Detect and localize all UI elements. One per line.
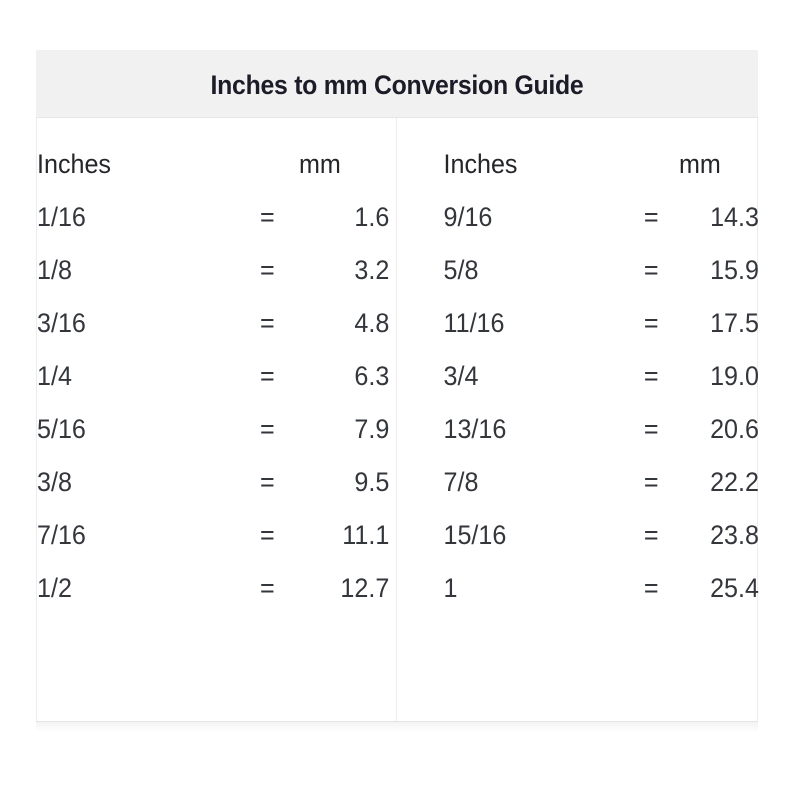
cell-inches: 11/16: [443, 308, 505, 338]
table-head-left: Inches mm: [37, 118, 396, 180]
table-head-right: Inches mm: [397, 118, 773, 180]
cell-equals: =: [643, 520, 659, 550]
title-band: Inches to mm Conversion Guide: [36, 50, 758, 118]
cell-mm: 1.6: [354, 202, 390, 232]
column-header-inches: Inches: [37, 149, 111, 179]
cell-equals: =: [643, 573, 659, 603]
table-row: 5/16 = 7.9: [37, 392, 396, 445]
cell-equals: =: [260, 361, 275, 391]
cell-mm: 25.4: [710, 573, 759, 603]
cell-equals: =: [643, 202, 659, 232]
table-row: 7/16 = 11.1: [37, 498, 396, 551]
card-bottom-shading: [36, 722, 758, 732]
cell-equals: =: [260, 202, 275, 232]
table-row: 3/16 = 4.8: [37, 286, 396, 339]
cell-inches: 1: [443, 573, 458, 603]
table-body-left: 1/16 = 1.6 1/8 = 3.2 3/16 = 4.8: [37, 180, 396, 604]
table-row: 15/16 = 23.8: [397, 498, 773, 551]
cell-inches: 5/8: [443, 255, 479, 285]
cell-inches: 1/16: [37, 202, 86, 232]
cell-mm: 15.9: [710, 255, 759, 285]
table-header-row: Inches mm: [37, 118, 396, 180]
cell-inches: 3/8: [37, 467, 72, 497]
table-row: 1/4 = 6.3: [37, 339, 396, 392]
cell-inches: 1/4: [37, 361, 72, 391]
cell-mm: 22.2: [710, 467, 759, 497]
cell-inches: 3/16: [37, 308, 86, 338]
column-header-mm: mm: [679, 149, 721, 179]
column-header-mm: mm: [298, 149, 341, 179]
cell-inches: 1/2: [37, 573, 72, 603]
conversion-tables-container: Inches mm 1/16 = 1.6 1/8 =: [36, 118, 759, 722]
table-row: 1/16 = 1.6: [37, 180, 396, 233]
cell-mm: 7.9: [354, 414, 390, 444]
cell-mm: 12.7: [340, 573, 390, 603]
conversion-column-left: Inches mm 1/16 = 1.6 1/8 =: [37, 118, 397, 721]
cell-mm: 3.2: [354, 255, 390, 285]
cell-equals: =: [260, 308, 275, 338]
table-header-row: Inches mm: [397, 118, 773, 180]
table-row: 1 = 25.4: [397, 551, 773, 604]
cell-equals: =: [260, 414, 275, 444]
column-header-equals: [627, 118, 675, 180]
page-title: Inches to mm Conversion Guide: [210, 70, 584, 100]
cell-equals: =: [260, 520, 275, 550]
cell-inches: 13/16: [443, 414, 507, 444]
cell-equals: =: [643, 361, 659, 391]
cell-equals: =: [643, 467, 659, 497]
table-row: 1/8 = 3.2: [37, 233, 396, 286]
cell-equals: =: [643, 414, 659, 444]
cell-inches: 3/4: [443, 361, 479, 391]
table-row: 13/16 = 20.6: [397, 392, 773, 445]
cell-inches: 7/8: [443, 467, 479, 497]
cell-mm: 9.5: [354, 467, 390, 497]
cell-mm: 19.0: [710, 361, 759, 391]
cell-inches: 1/8: [37, 255, 72, 285]
table-row: 11/16 = 17.5: [397, 286, 773, 339]
cell-inches: 7/16: [37, 520, 86, 550]
conversion-table-left: Inches mm 1/16 = 1.6 1/8 =: [37, 118, 396, 604]
cell-inches: 5/16: [37, 414, 86, 444]
cell-equals: =: [643, 308, 659, 338]
cell-mm: 14.3: [710, 202, 759, 232]
cell-inches: 9/16: [443, 202, 493, 232]
cell-mm: 23.8: [710, 520, 759, 550]
table-row: 1/2 = 12.7: [37, 551, 396, 604]
table-row: 9/16 = 14.3: [397, 180, 773, 233]
cell-mm: 6.3: [354, 361, 390, 391]
cell-equals: =: [643, 255, 659, 285]
table-row: 7/8 = 22.2: [397, 445, 773, 498]
table-row: 5/8 = 15.9: [397, 233, 773, 286]
cell-mm: 11.1: [342, 520, 390, 550]
cell-equals: =: [260, 573, 275, 603]
cell-mm: 4.8: [354, 308, 390, 338]
conversion-guide-card: Inches to mm Conversion Guide Inches mm: [36, 50, 759, 722]
conversion-table-right: Inches mm 9/16 = 14.3 5/8 =: [397, 118, 773, 604]
conversion-column-right: Inches mm 9/16 = 14.3 5/8 =: [397, 118, 759, 721]
table-body-right: 9/16 = 14.3 5/8 = 15.9 11/16 = 17.5: [397, 180, 773, 604]
cell-equals: =: [260, 255, 275, 285]
column-header-equals: [240, 118, 295, 180]
cell-mm: 17.5: [710, 308, 759, 338]
cell-mm: 20.6: [710, 414, 759, 444]
table-row: 3/4 = 19.0: [397, 339, 773, 392]
table-row: 3/8 = 9.5: [37, 445, 396, 498]
cell-equals: =: [260, 467, 275, 497]
cell-inches: 15/16: [443, 520, 507, 550]
column-header-inches: Inches: [443, 149, 518, 179]
